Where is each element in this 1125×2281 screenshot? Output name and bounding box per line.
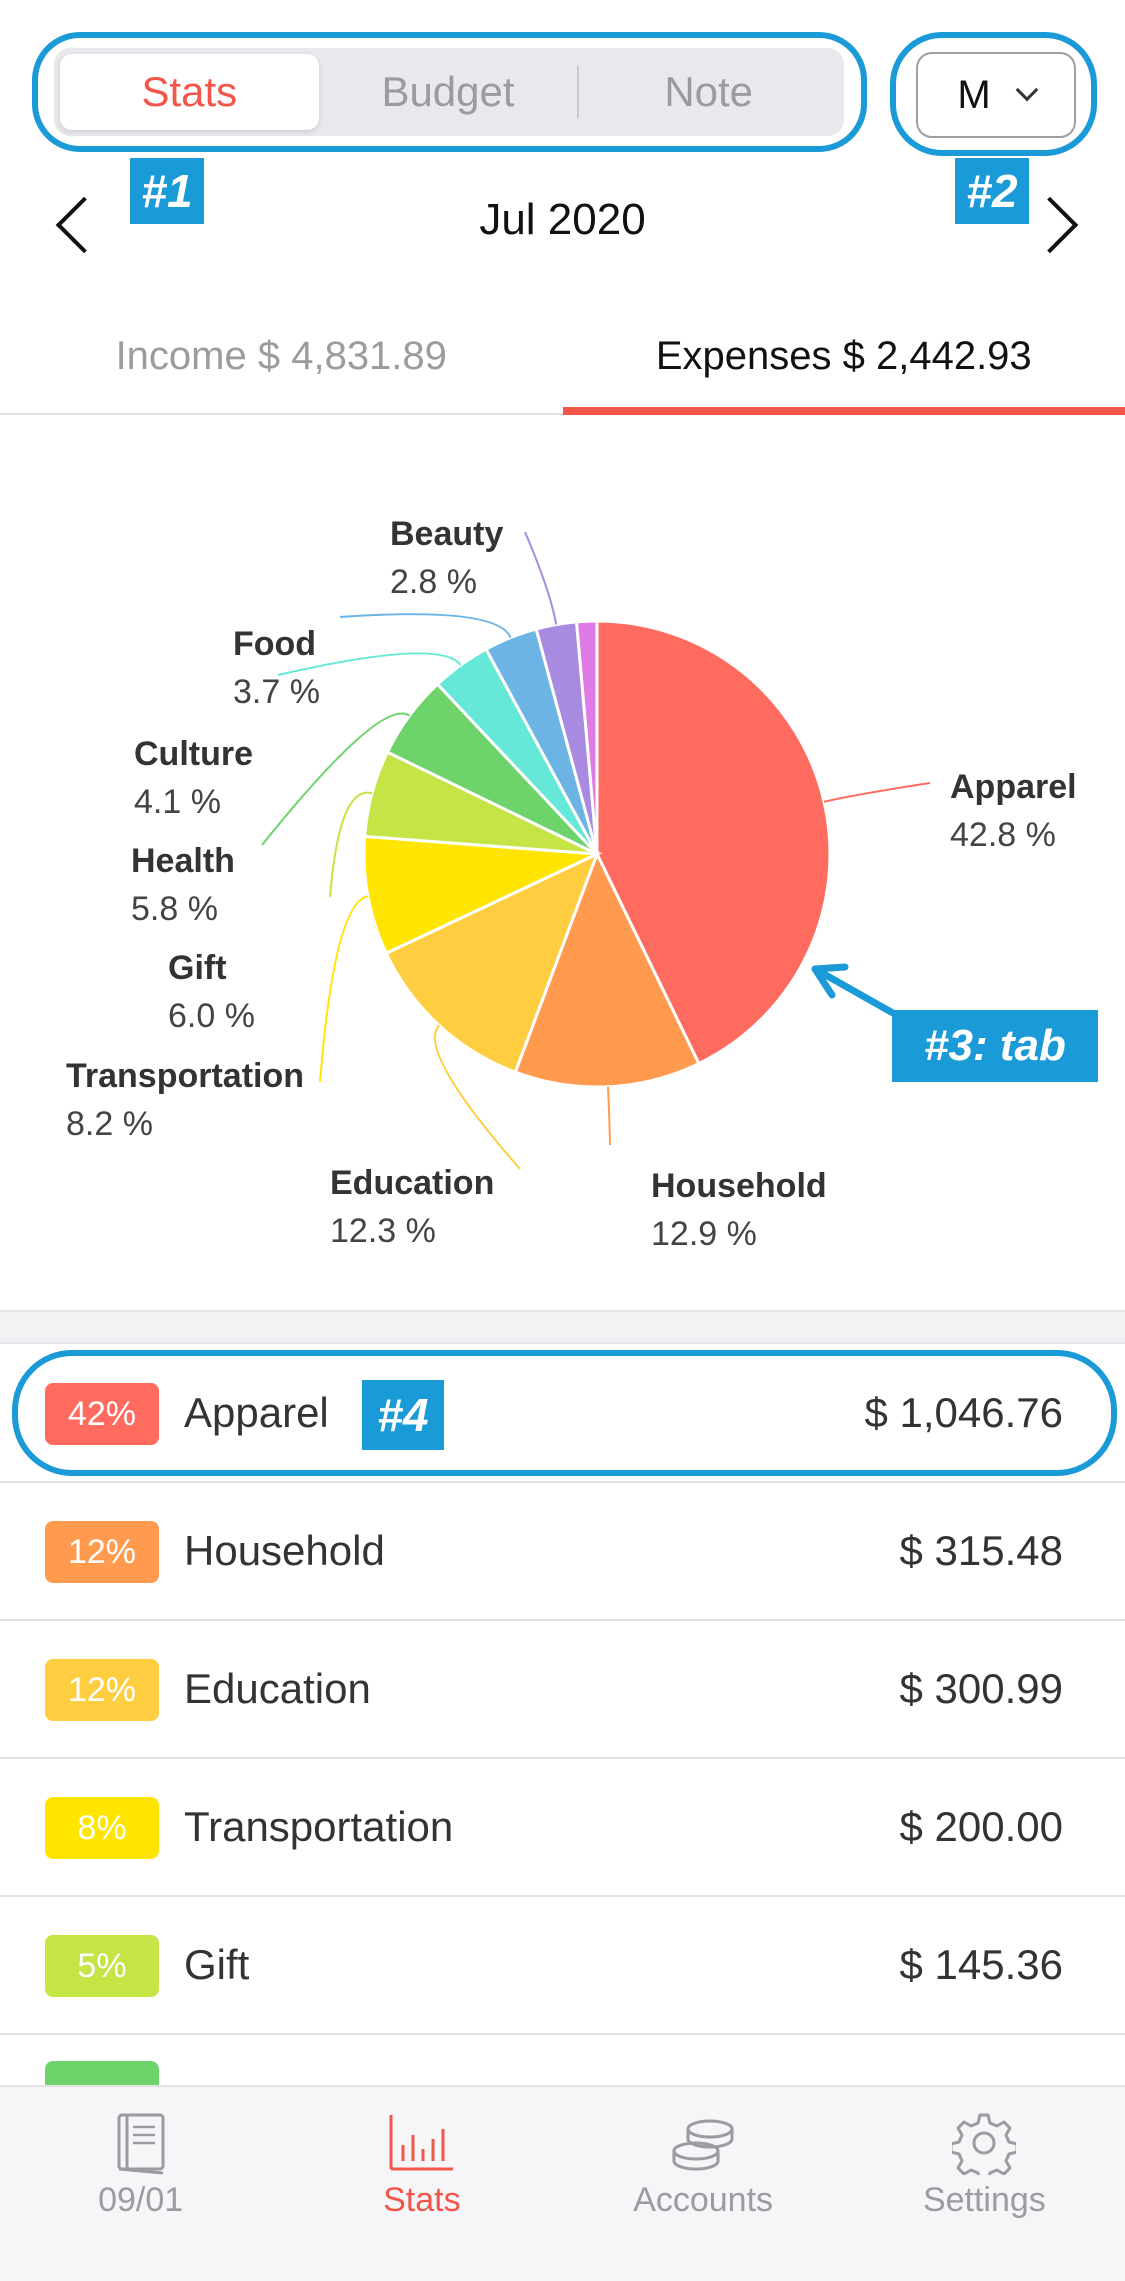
list-item[interactable]: 12% Household $ 315.48: [0, 1483, 1125, 1621]
period-value: M: [957, 72, 991, 117]
book-icon: [117, 2113, 165, 2175]
label-transportation: Transportation 8.2 %: [66, 1057, 305, 1143]
annotation-tag-2: #2: [955, 158, 1029, 224]
annotation-tag-4: #4: [362, 1380, 444, 1450]
category-amount: $ 1,046.76: [864, 1389, 1063, 1436]
leader-line: [606, 1086, 611, 1146]
category-list: 42% Apparel $ 1,046.76 12% Household $ 3…: [0, 1345, 1125, 2173]
leader-line: [823, 782, 931, 803]
label-apparel: Apparel 42.8 %: [950, 768, 1077, 854]
segment-stats[interactable]: Stats: [60, 54, 319, 130]
nav-item-accounts[interactable]: Accounts: [563, 2087, 844, 2281]
category-amount: $ 315.48: [899, 1527, 1064, 1574]
period-highlight: M: [890, 32, 1097, 156]
annotation-arrow: [811, 963, 904, 1021]
bottom-nav: 09/01 Stats Accounts Settings: [0, 2085, 1125, 2281]
pie-slice-other[interactable]: [574, 619, 599, 855]
tab-income[interactable]: Income $ 4,831.89: [115, 334, 447, 378]
label-beauty: Beauty 2.8 %: [390, 515, 504, 601]
category-name: Apparel: [184, 1389, 329, 1436]
label-gift: Gift 6.0 %: [168, 949, 255, 1035]
percent-badge: 42%: [45, 1383, 159, 1445]
leader-line: [261, 712, 410, 846]
leader-line: [319, 895, 369, 1083]
leader-line: [434, 1024, 521, 1170]
nav-label: 09/01: [98, 2181, 184, 2219]
nav-item-settings[interactable]: Settings: [844, 2087, 1125, 2281]
category-name: Gift: [184, 1941, 250, 1988]
category-amount: $ 200.00: [899, 1803, 1064, 1850]
section-separator: [0, 1310, 1125, 1344]
segment-budget[interactable]: Budget: [381, 68, 515, 115]
category-amount: $ 300.99: [899, 1665, 1064, 1712]
label-culture: Culture 4.1 %: [134, 735, 253, 821]
list-item[interactable]: 12% Education $ 300.99: [0, 1621, 1125, 1759]
percent-badge: 8%: [45, 1797, 159, 1859]
percent-badge: 5%: [45, 1935, 159, 1997]
leader-line: [277, 652, 462, 676]
annotation-tag-1: #1: [130, 158, 204, 224]
list-item[interactable]: 42% Apparel $ 1,046.76: [0, 1345, 1125, 1483]
label-household: Household 12.9 %: [651, 1167, 827, 1253]
label-food: Food 3.7 %: [233, 625, 320, 711]
nav-label: Settings: [922, 2181, 1046, 2219]
leader-line: [339, 613, 512, 639]
pie-slice-education[interactable]: [384, 851, 600, 1075]
coins-icon: [672, 2119, 734, 2171]
nav-item-stats[interactable]: Stats: [281, 2087, 562, 2281]
annotation-tag-3: #3: tab: [892, 1010, 1098, 1082]
income-expense-tabs: Income $ 4,831.89 Expenses $ 2,442.93: [0, 300, 1125, 415]
nav-label: Stats: [383, 2181, 461, 2219]
nav-label: Accounts: [633, 2181, 774, 2219]
segmented-control: Stats Budget Note: [54, 48, 844, 136]
month-label: Jul 2020: [479, 195, 646, 244]
category-amount: $ 145.36: [899, 1941, 1064, 1988]
percent-badge: 12%: [45, 1659, 159, 1721]
pie-slice-apparel[interactable]: [595, 619, 832, 1066]
label-health: Health 5.8 %: [131, 842, 235, 928]
category-name: Education: [184, 1665, 371, 1712]
tab-expenses[interactable]: Expenses $ 2,442.93: [562, 300, 1125, 415]
segment-note[interactable]: Note: [664, 68, 754, 115]
leader-line: [524, 531, 558, 625]
segment-divider: [577, 66, 580, 118]
category-name: Transportation: [184, 1803, 454, 1850]
label-education: Education 12.3 %: [330, 1164, 495, 1250]
gear-icon: [952, 2113, 1017, 2175]
percent-badge: 12%: [45, 1521, 159, 1583]
pie-chart-area: Beauty 2.8 % Food 3.7 % Culture 4.1 % Healt…: [0, 417, 1125, 1310]
list-item[interactable]: 8% Transportation $ 200.00: [0, 1759, 1125, 1897]
category-name: Household: [184, 1527, 385, 1574]
pie-chart[interactable]: [0, 417, 1125, 1310]
chevron-down-icon: [1015, 78, 1038, 102]
period-dropdown[interactable]: M: [916, 52, 1076, 138]
nav-item-book[interactable]: 09/01: [0, 2087, 281, 2281]
pie-slice-household[interactable]: [513, 850, 701, 1089]
leader-line: [329, 791, 373, 898]
segment-highlight: Stats Budget Note: [32, 32, 867, 152]
list-item[interactable]: 5% Gift $ 145.36: [0, 1897, 1125, 2035]
bar-chart-icon: [389, 2115, 453, 2171]
